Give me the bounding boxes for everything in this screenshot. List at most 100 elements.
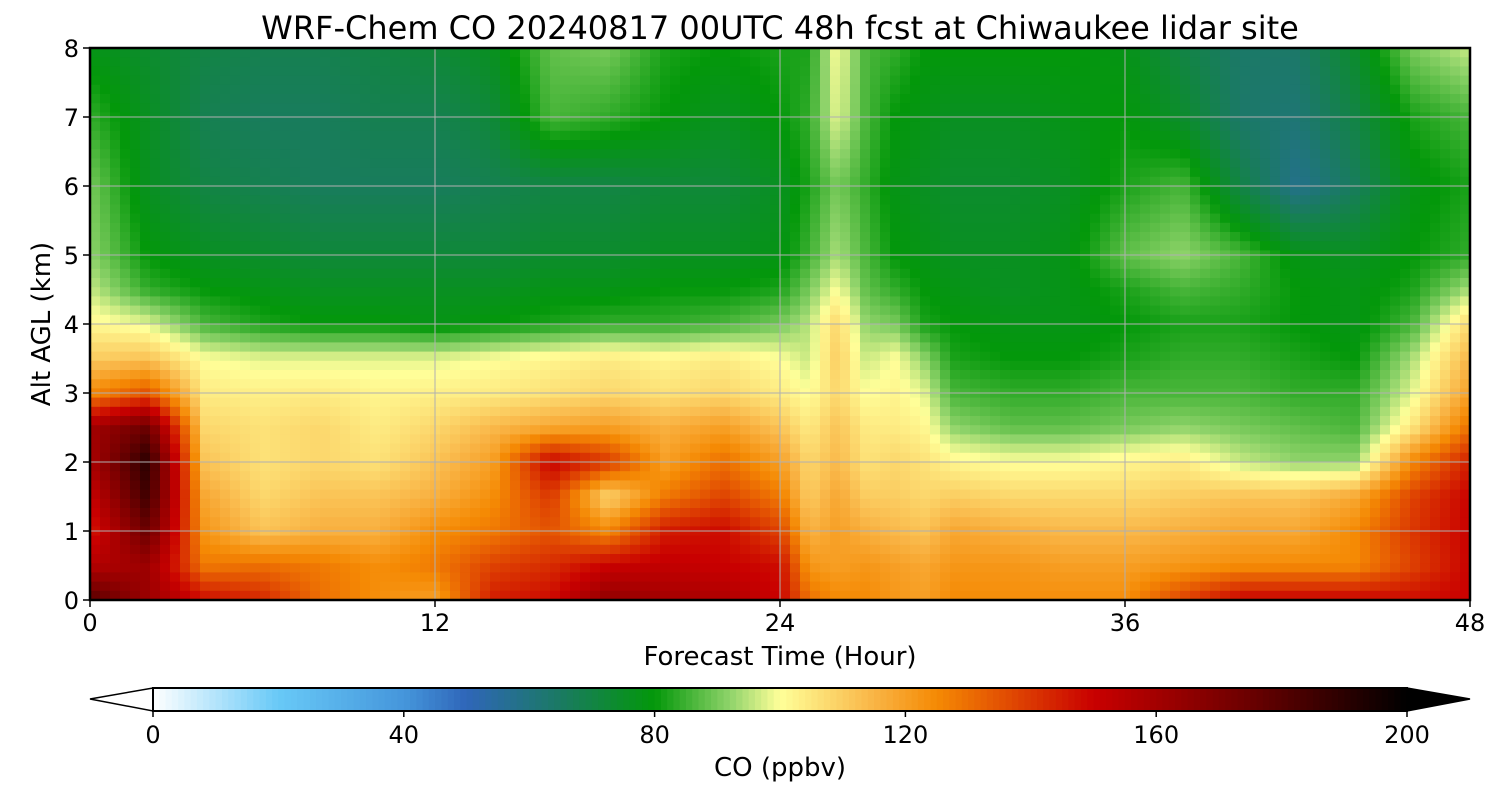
- heatmap-cell: [670, 167, 681, 178]
- heatmap-cell: [490, 351, 501, 362]
- heatmap-cell: [300, 434, 311, 445]
- heatmap-cell: [300, 305, 311, 316]
- heatmap-cell: [230, 333, 241, 343]
- heatmap-cell: [820, 232, 831, 242]
- heatmap-cell: [650, 480, 661, 491]
- heatmap-cell: [300, 397, 311, 408]
- heatmap-cell: [290, 544, 301, 555]
- heatmap-cell: [560, 103, 571, 113]
- heatmap-cell: [790, 517, 801, 527]
- heatmap-cell: [160, 296, 171, 307]
- heatmap-cell: [830, 259, 841, 270]
- heatmap-cell: [870, 517, 881, 527]
- heatmap-cell: [660, 406, 671, 417]
- heatmap-cell: [420, 121, 431, 132]
- heatmap-cell: [660, 517, 671, 527]
- heatmap-cell: [520, 278, 531, 288]
- heatmap-cell: [110, 121, 121, 132]
- heatmap-cell: [720, 268, 731, 279]
- heatmap-cell: [300, 204, 311, 215]
- heatmap-cell: [410, 167, 421, 178]
- heatmap-cell: [560, 48, 571, 58]
- heatmap-cell: [510, 572, 521, 583]
- heatmap-cell: [310, 416, 321, 426]
- heatmap-cell: [410, 259, 421, 270]
- heatmap-cell: [700, 406, 711, 417]
- heatmap-cell: [180, 48, 191, 58]
- heatmap-cell: [380, 535, 391, 546]
- heatmap-cell: [510, 480, 521, 491]
- heatmap-cell: [500, 287, 511, 297]
- heatmap-cell: [340, 268, 351, 279]
- heatmap-cell: [570, 259, 581, 270]
- heatmap-cell: [530, 324, 541, 334]
- heatmap-cell: [890, 360, 901, 371]
- heatmap-cell: [850, 342, 861, 353]
- heatmap-cell: [900, 517, 911, 527]
- heatmap-cell: [830, 342, 841, 353]
- heatmap-cell: [760, 57, 771, 67]
- heatmap-cell: [90, 176, 101, 187]
- heatmap-cell: [540, 48, 551, 58]
- heatmap-cell: [370, 278, 381, 288]
- heatmap-cell: [840, 305, 851, 316]
- heatmap-cell: [620, 425, 631, 435]
- heatmap-cell: [260, 342, 271, 353]
- heatmap-cell: [120, 480, 131, 491]
- heatmap-cell: [750, 204, 761, 215]
- heatmap-cell: [760, 158, 771, 169]
- heatmap-cell: [610, 370, 621, 380]
- heatmap-cell: [620, 259, 631, 270]
- heatmap-cell: [360, 517, 371, 527]
- heatmap-cell: [100, 489, 111, 500]
- heatmap-cell: [280, 268, 291, 279]
- heatmap-cell: [640, 66, 651, 77]
- heatmap-cell: [160, 370, 171, 380]
- heatmap-cell: [630, 434, 641, 445]
- heatmap-cell: [370, 324, 381, 334]
- heatmap-cell: [890, 140, 901, 150]
- heatmap-cell: [90, 554, 101, 564]
- heatmap-cell: [120, 342, 131, 353]
- heatmap-cell: [900, 259, 911, 270]
- heatmap-cell: [440, 75, 451, 86]
- heatmap-cell: [750, 406, 761, 417]
- heatmap-cell: [750, 268, 761, 279]
- heatmap-cell: [610, 259, 621, 270]
- heatmap-cell: [300, 333, 311, 343]
- heatmap-cell: [220, 498, 231, 509]
- heatmap-cell: [820, 149, 831, 159]
- heatmap-cell: [530, 204, 541, 215]
- heatmap-cell: [220, 554, 231, 564]
- heatmap-cell: [650, 232, 661, 242]
- heatmap-cell: [480, 176, 491, 187]
- heatmap-cell: [290, 554, 301, 564]
- heatmap-cell: [660, 204, 671, 215]
- heatmap-cell: [120, 498, 131, 509]
- heatmap-cell: [230, 471, 241, 481]
- heatmap-cell: [240, 480, 251, 491]
- heatmap-cell: [770, 314, 781, 325]
- heatmap-cell: [370, 140, 381, 150]
- heatmap-cell: [200, 517, 211, 527]
- heatmap-cell: [860, 204, 871, 215]
- heatmap-cell: [260, 259, 271, 270]
- heatmap-cell: [890, 351, 901, 362]
- heatmap-cell: [360, 471, 371, 481]
- heatmap-cell: [830, 66, 841, 77]
- heatmap-cell: [480, 48, 491, 58]
- heatmap-cell: [220, 572, 231, 583]
- heatmap-cell: [280, 471, 291, 481]
- heatmap-cell: [650, 379, 661, 389]
- heatmap-cell: [120, 186, 131, 196]
- heatmap-cell: [880, 158, 891, 169]
- heatmap-cell: [170, 517, 181, 527]
- heatmap-cell: [540, 333, 551, 343]
- heatmap-cell: [330, 462, 341, 472]
- heatmap-cell: [160, 535, 171, 546]
- heatmap-cell: [150, 333, 161, 343]
- heatmap-cell: [550, 48, 561, 58]
- heatmap-cell: [450, 204, 461, 215]
- heatmap-cell: [690, 425, 701, 435]
- heatmap-cell: [180, 471, 191, 481]
